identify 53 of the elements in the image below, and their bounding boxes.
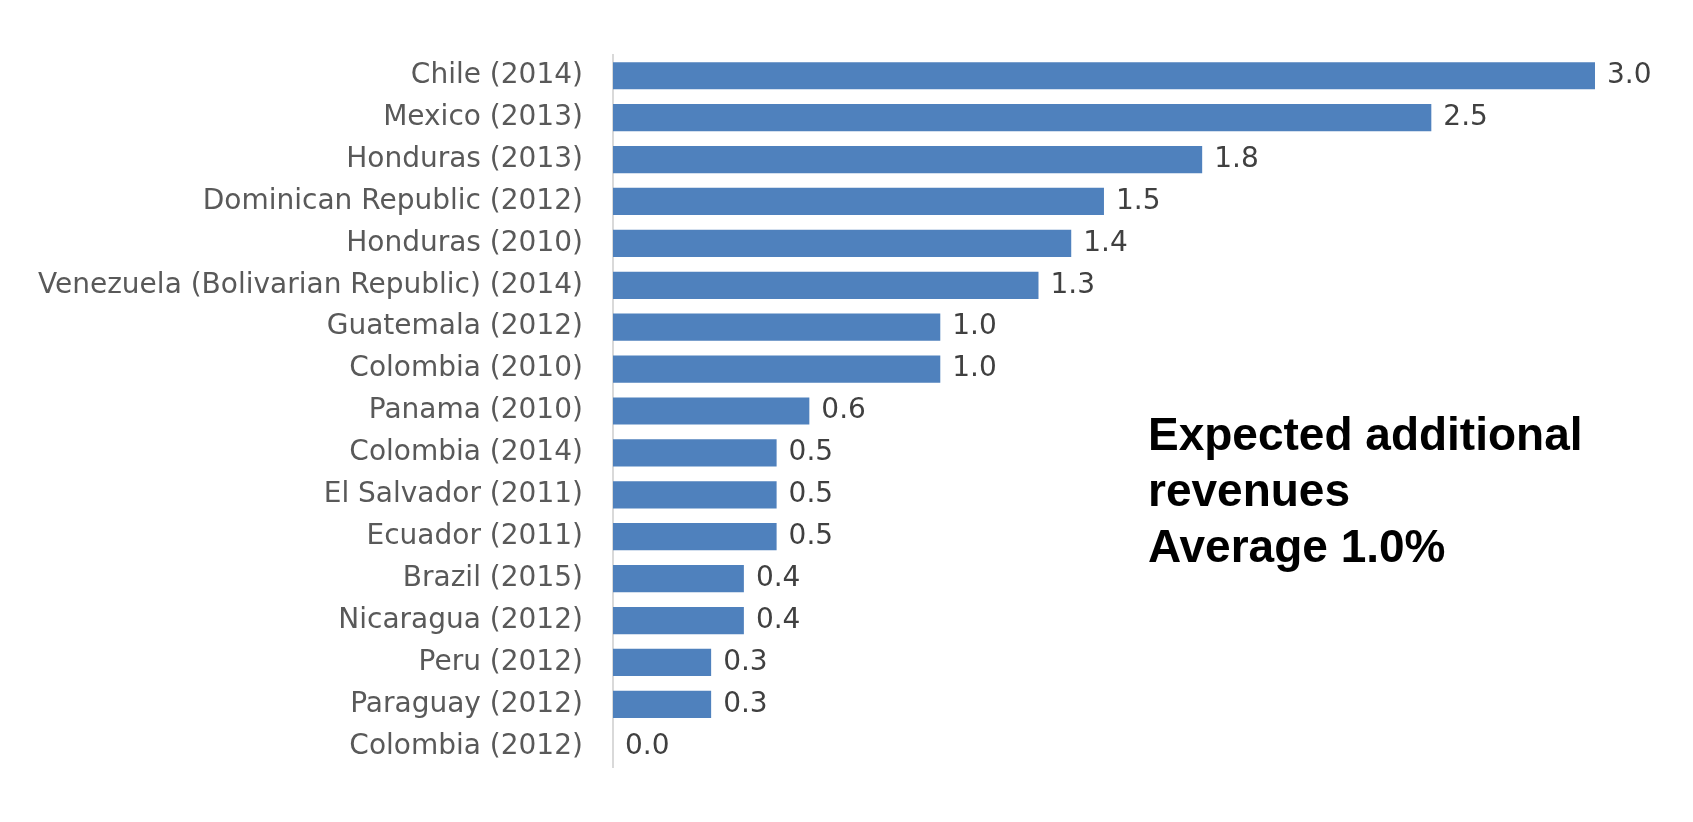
y-tick-label: Honduras (2010) xyxy=(346,224,583,258)
bar xyxy=(612,62,1595,90)
data-label: 0.5 xyxy=(788,434,834,468)
y-tick-label: Honduras (2013) xyxy=(346,140,583,174)
data-label: 0.4 xyxy=(755,559,801,593)
bar xyxy=(612,606,744,635)
annotation: Expected additional xyxy=(1148,407,1583,462)
y-tick-label: Venezuela (Bolivarian Republic) (2014) xyxy=(38,266,583,300)
bar xyxy=(612,565,744,593)
annotation: Average 1.0% xyxy=(1148,519,1447,574)
data-label: 0.0 xyxy=(624,727,670,761)
y-tick-label: Brazil (2015) xyxy=(402,559,583,593)
data-label: 1.3 xyxy=(1050,266,1096,300)
data-label: 1.5 xyxy=(1115,182,1161,216)
y-tick-label: Paraguay (2012) xyxy=(350,685,583,719)
y-tick-label: Ecuador (2011) xyxy=(366,518,583,551)
bar xyxy=(612,397,810,425)
y-tick-label: Colombia (2010) xyxy=(349,350,583,384)
bar xyxy=(612,439,777,467)
y-tick-label: Panama (2010) xyxy=(368,392,583,426)
bar xyxy=(612,313,941,341)
data-label: 0.3 xyxy=(723,685,768,719)
bar xyxy=(612,648,712,677)
data-label: 0.6 xyxy=(821,392,866,426)
data-label: 0.5 xyxy=(788,476,834,510)
y-tick-label: Mexico (2013) xyxy=(383,98,583,132)
bar xyxy=(612,104,1432,132)
y-tick-label: Peru (2012) xyxy=(418,643,583,677)
bar xyxy=(612,481,777,509)
data-label: 0.5 xyxy=(788,518,834,551)
bar xyxy=(612,145,1203,174)
y-tick-label: Guatemala (2012) xyxy=(326,308,583,342)
bar xyxy=(612,523,777,551)
data-label: 0.4 xyxy=(755,601,801,635)
data-label: 1.0 xyxy=(952,308,997,342)
bar xyxy=(612,187,1104,216)
bar xyxy=(612,229,1072,257)
data-label: 1.4 xyxy=(1083,224,1128,258)
y-tick-label: Chile (2014) xyxy=(410,57,583,91)
bar xyxy=(612,271,1039,299)
data-label: 2.5 xyxy=(1443,98,1488,132)
data-label: 1.0 xyxy=(952,350,997,384)
bar xyxy=(612,355,941,383)
data-label: 3.0 xyxy=(1607,57,1652,91)
y-tick-label: Nicaragua (2012) xyxy=(338,601,583,635)
y-tick-label: Colombia (2012) xyxy=(349,727,583,761)
y-tick-label: El Salvador (2011) xyxy=(323,476,583,510)
y-tick-label: Colombia (2014) xyxy=(349,434,583,468)
data-label: 1.8 xyxy=(1214,140,1259,174)
annotation: revenues xyxy=(1148,463,1351,518)
bar xyxy=(612,690,712,718)
data-label: 0.3 xyxy=(723,643,768,677)
y-tick-label: Dominican Republic (2012) xyxy=(202,182,583,216)
